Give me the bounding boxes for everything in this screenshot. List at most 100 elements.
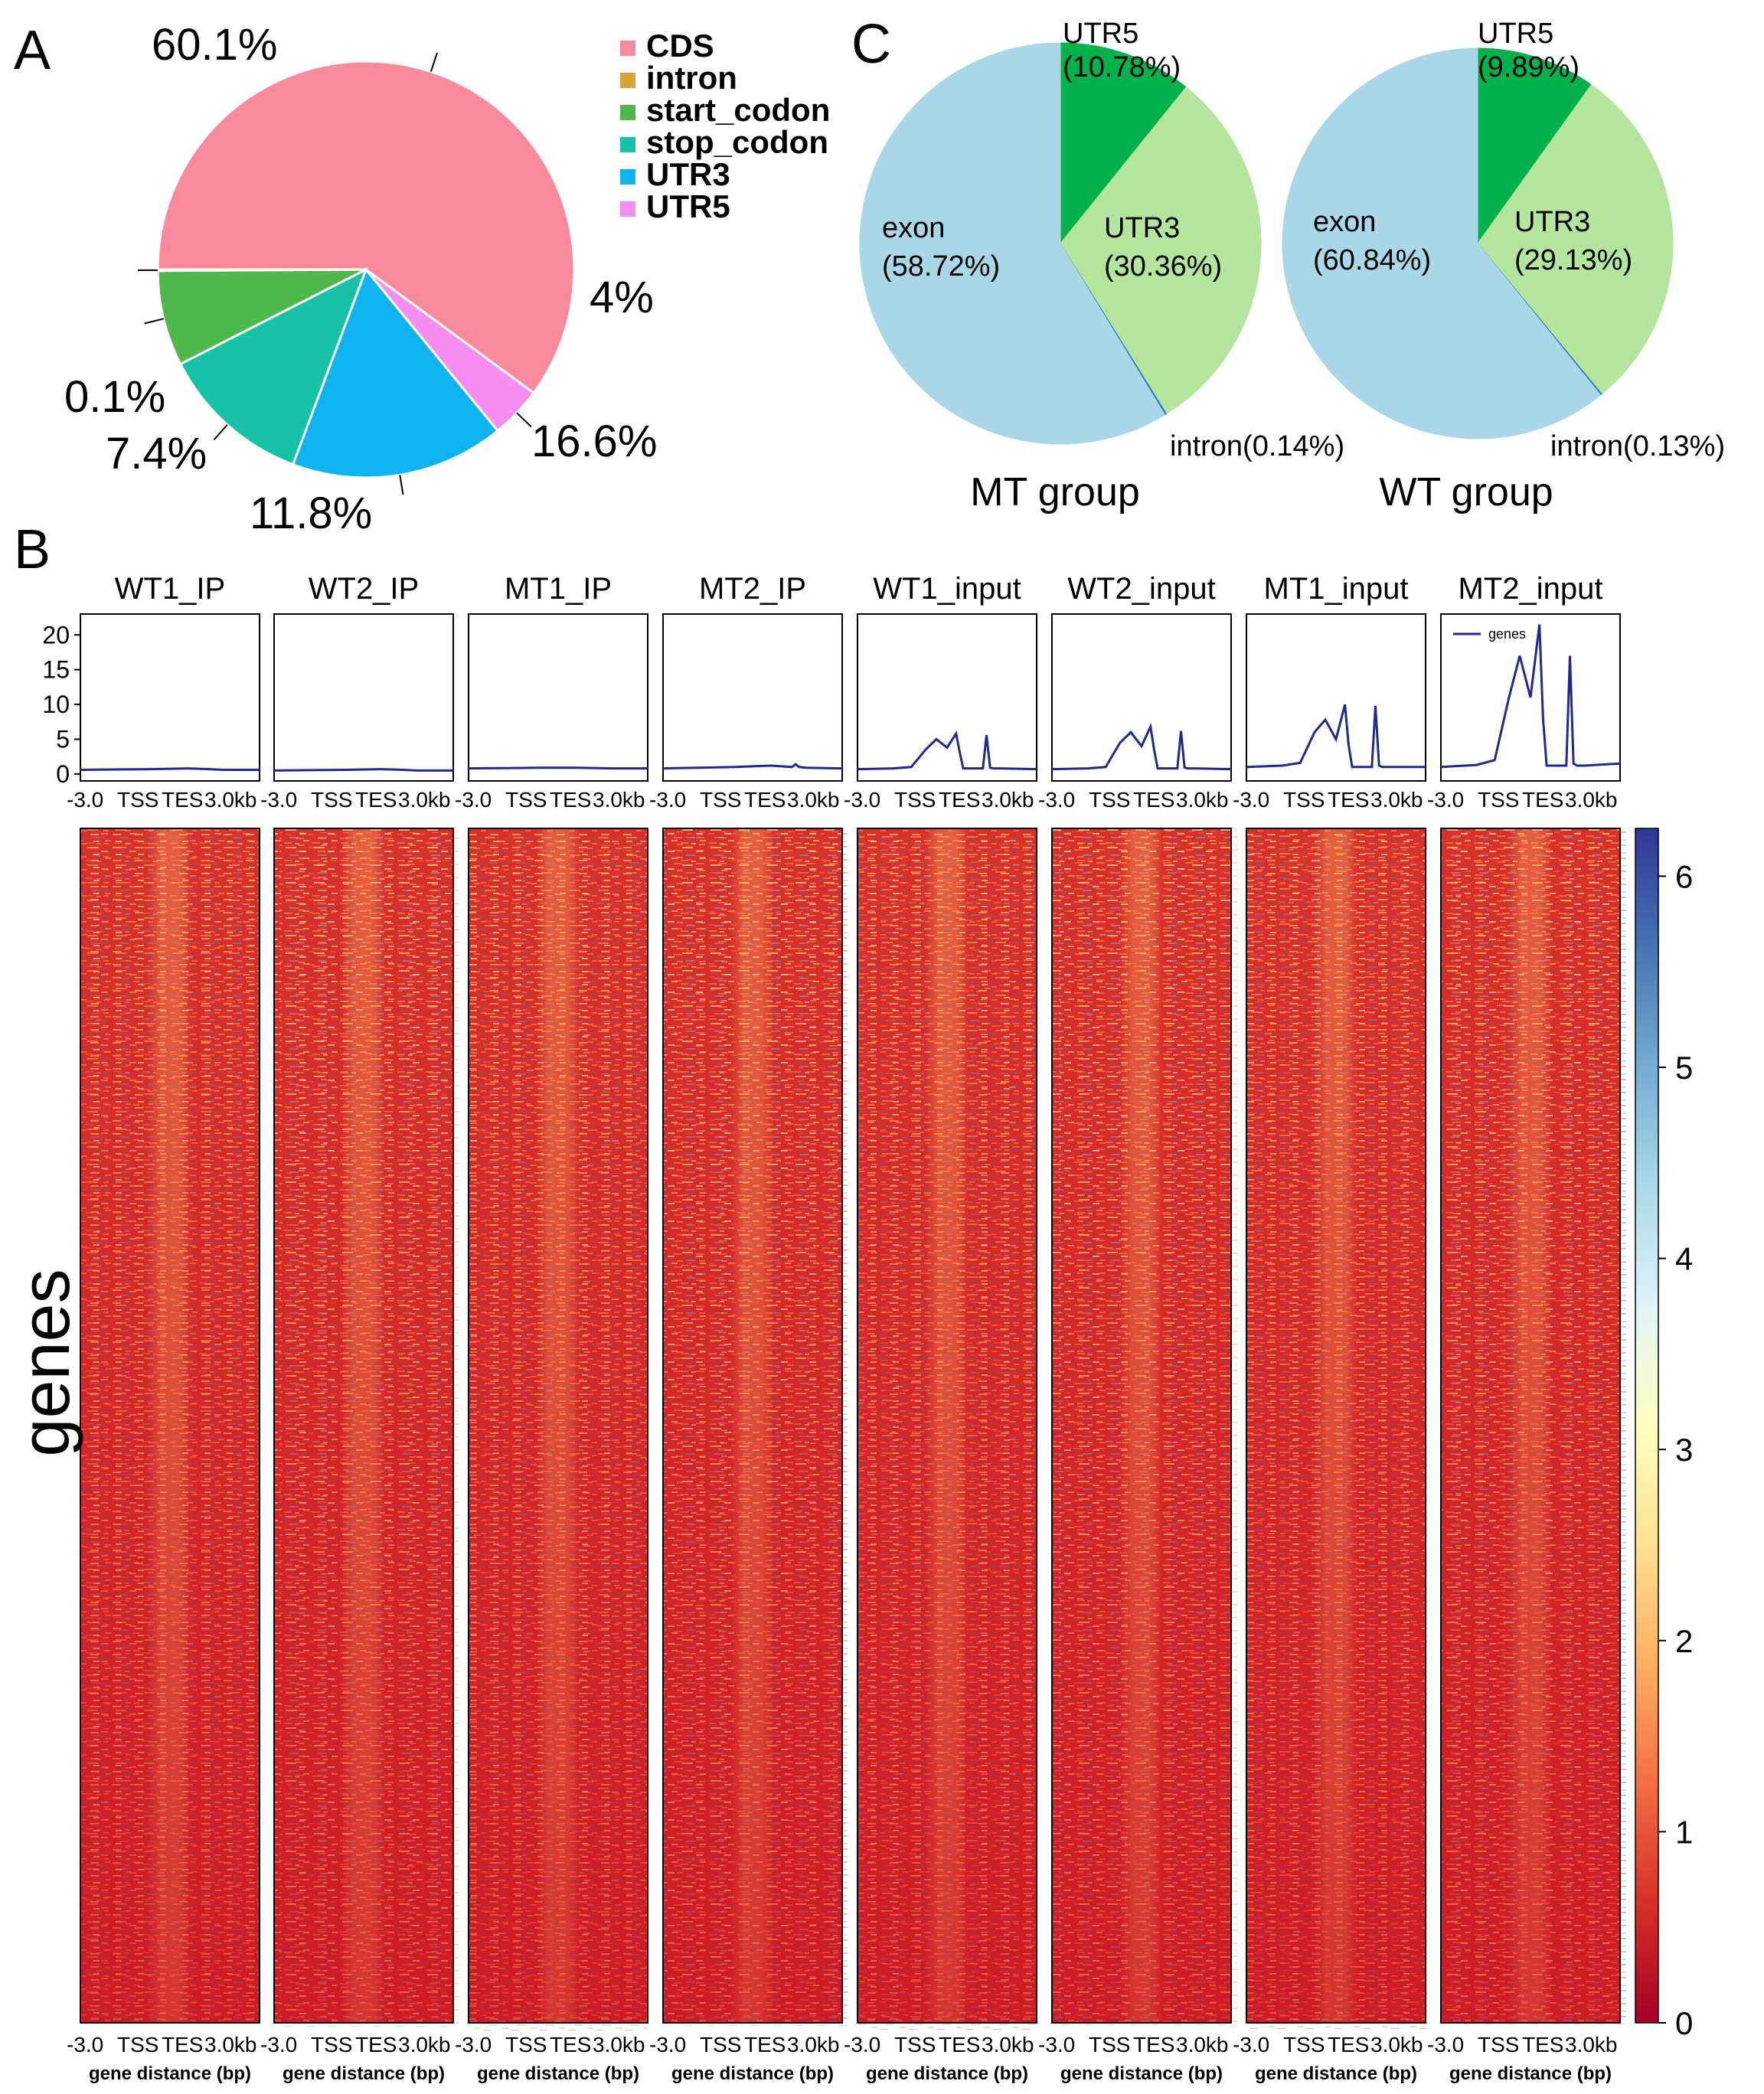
pie-label-intron: 0.1%	[64, 372, 165, 422]
heatmap-xtick-tes: TES	[1328, 2033, 1369, 2056]
pie-slice-utr3	[1477, 83, 1674, 395]
heatmap-xtick-start: -3.0	[844, 2033, 880, 2056]
profile-frame	[662, 613, 843, 782]
heatmap-xtick-start: -3.0	[1233, 2033, 1269, 2056]
heatmap-xtick-tss: TSS	[894, 2033, 936, 2056]
heatmap-xtick-tss: TSS	[700, 2033, 741, 2056]
pie-leader-line	[516, 412, 532, 428]
profile-line-mt1-ip	[468, 766, 648, 770]
legend-swatch-stop-codon	[620, 137, 635, 152]
profile-xtick-tes: TES	[355, 788, 397, 812]
profile-frame	[273, 613, 454, 782]
sample-column-wt1-input: WT1_input-3.0 TSS TES 3.0kb-3.0 TSS TES 3.0kbg…	[844, 572, 1038, 2084]
profile-xtick-start: -3.0	[844, 788, 880, 812]
pie-label-utr3-name: UTR3	[1104, 212, 1180, 244]
heatmap-frame	[80, 828, 260, 2024]
legend-label-stop-codon: stop_codon	[646, 124, 828, 160]
profile-xtick-end: 3.0kb	[1565, 788, 1618, 812]
panel-letter-a: A	[14, 20, 51, 81]
pie-title: WT group	[1379, 470, 1553, 515]
heatmap-frame	[468, 828, 648, 2024]
pie-slice-CDS	[156, 60, 576, 395]
pie-label-exon-name: exon	[882, 212, 945, 244]
pie-label-utr5-name: UTR5	[1063, 18, 1138, 50]
legend-swatch-CDS	[620, 41, 635, 56]
sample-title: MT2_input	[1459, 572, 1603, 606]
pie-slice-utr3	[1060, 87, 1262, 415]
heatmap-xtick-tss: TSS	[505, 2033, 547, 2056]
pie-slice-utr5	[1477, 47, 1592, 245]
heatmap-bottom-fade	[274, 828, 453, 2023]
sample-column-mt1-input: MT1_input-3.0 TSS TES 3.0kb-3.0 TSS TES 3.0kbg…	[1233, 572, 1428, 2084]
profile-xtick-tes: TES	[550, 788, 591, 812]
profile-xtick-end: 3.0kb	[1370, 788, 1423, 812]
heatmap-frame	[1440, 828, 1621, 2024]
heatmap-wt1-input	[857, 828, 1038, 2030]
pie-slice-exon	[1282, 47, 1602, 439]
heatmap-xtick-tes: TES	[162, 2033, 203, 2056]
profile-xtick-start: -3.0	[1233, 788, 1269, 812]
profile-ytick-label: 0	[56, 760, 70, 788]
heatmap-xtick-start: -3.0	[649, 2033, 686, 2056]
heatmap-xlabel: gene distance (bp)	[671, 2063, 834, 2084]
pie-label-stop-codon: 11.8%	[250, 488, 372, 538]
pie-leader-line	[399, 475, 404, 495]
profile-ytick-label: 20	[42, 621, 70, 648]
profile-xtick-tes: TES	[1328, 788, 1369, 812]
heatmap-xtick-start: -3.0	[67, 2033, 103, 2056]
profile-line-mt2-ip	[662, 763, 843, 770]
legend-label-start-codon: start_codon	[646, 92, 830, 128]
heatmap-xlabel: gene distance (bp)	[1449, 2063, 1612, 2084]
profile-xtick-end: 3.0kb	[1176, 788, 1229, 812]
heatmap-xtick-tes: TES	[939, 2033, 980, 2056]
profile-ytick-label: 10	[42, 691, 70, 718]
pie-label-exon-value: (58.72%)	[882, 250, 1000, 283]
panel-letter-b: B	[14, 519, 51, 580]
heatmap-bottom-fade	[663, 828, 842, 2023]
profile-ytick-label: 5	[56, 726, 70, 753]
heatmap-xtick-end: 3.0kb	[398, 2033, 451, 2056]
profile-xtick-tss: TSS	[894, 788, 936, 812]
heatmap-xtick-end: 3.0kb	[1176, 2033, 1229, 2056]
heatmap-xlabel: gene distance (bp)	[283, 2063, 445, 2084]
heatmap-xtick-end: 3.0kb	[593, 2033, 645, 2056]
pie-slice-utr5	[1060, 42, 1187, 245]
sample-column-mt2-ip: MT2_IP-3.0 TSS TES 3.0kb-3.0 TSS TES 3.0kbgene…	[649, 572, 848, 2084]
profile-xtick-start: -3.0	[67, 788, 103, 812]
heatmap-xlabel: gene distance (bp)	[1060, 2063, 1223, 2084]
profile-xtick-tss: TSS	[505, 788, 547, 812]
pie-label-exon-name: exon	[1313, 206, 1376, 238]
pie-label-utr3-name: UTR3	[1514, 206, 1590, 238]
sample-title: WT1_IP	[115, 572, 225, 606]
profile-xtick-tss: TSS	[1478, 788, 1519, 812]
pie-label-utr5-name: UTR5	[1478, 18, 1553, 50]
legend-swatch-intron	[620, 73, 635, 88]
pie-label-UTR5: 4%	[590, 273, 654, 322]
profile-xtick-end: 3.0kb	[398, 788, 451, 812]
profile-xtick-tss: TSS	[1283, 788, 1325, 812]
profile-xtick-start: -3.0	[649, 788, 686, 812]
profile-frame	[1051, 613, 1232, 782]
profile-line-wt1-input	[857, 730, 1037, 771]
pie-label-intron: intron(0.14%)	[1170, 430, 1344, 462]
legend-label-UTR3: UTR3	[646, 156, 730, 192]
heatmap-xlabel: gene distance (bp)	[477, 2063, 639, 2084]
heatmap-wt2-input	[1051, 828, 1238, 2025]
heatmap-frame	[273, 828, 454, 2024]
heatmap-bottom-fade	[858, 828, 1037, 2023]
heatmap-xtick-start: -3.0	[1427, 2033, 1464, 2056]
colorbar-tick-label: 3	[1675, 1432, 1693, 1468]
pie-leader-line	[213, 424, 228, 440]
heatmap-xtick-tes: TES	[744, 2033, 786, 2056]
legend-label-CDS: CDS	[646, 28, 714, 64]
heatmap-xtick-tes: TES	[1522, 2033, 1563, 2056]
heatmap-frame	[1051, 828, 1232, 2024]
heatmap-mt1-ip	[468, 828, 648, 2030]
colorbar-tick-label: 4	[1675, 1241, 1693, 1277]
pie-chart-mt-group: UTR5(10.78%) UTR3 (30.36%) intron(0.14%) exo…	[859, 18, 1344, 515]
heatmap-xtick-tss: TSS	[311, 2033, 352, 2056]
profile-xtick-end: 3.0kb	[982, 788, 1034, 812]
heatmap-xtick-tss: TSS	[1478, 2033, 1519, 2056]
